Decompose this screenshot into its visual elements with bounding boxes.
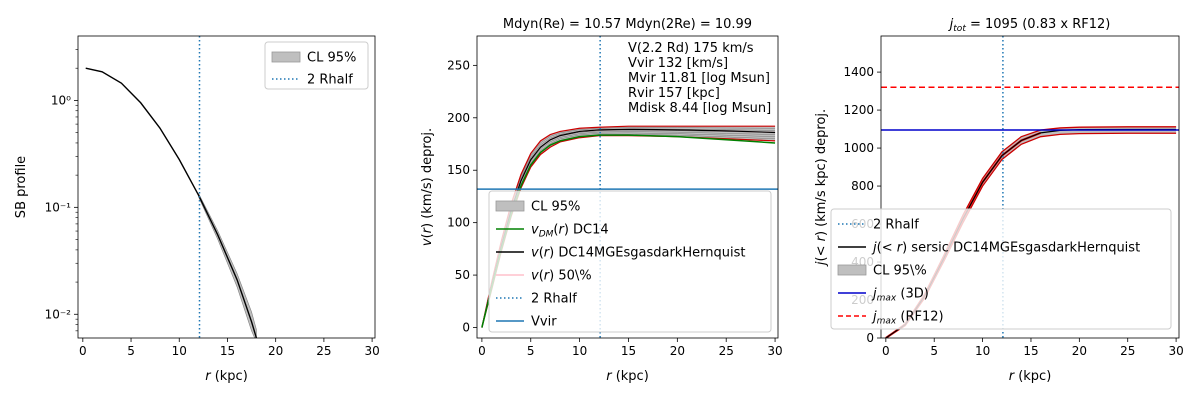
x-tick-label: 25	[1120, 344, 1135, 358]
annotation-text: Rvir 157 [kpc]	[628, 86, 720, 101]
legend-label: 2 Rhalf	[873, 218, 919, 233]
y-tick-label: 10⁰	[51, 93, 71, 107]
x-tick-label: 20	[670, 344, 685, 358]
x-tick-label: 25	[316, 344, 331, 358]
axes-frame	[476, 35, 779, 339]
y-tick-label: 10⁻²	[45, 307, 72, 321]
legend-label: jmax (RF12)	[871, 310, 944, 327]
axes-frame	[77, 35, 376, 339]
legend-label: j(< r) sersic DC14MGEsgasdarkHernquist	[871, 241, 1140, 256]
x-tick-label: 30	[1168, 344, 1183, 358]
y-tick-label: 0	[866, 331, 874, 345]
y-tick-label: 1000	[843, 141, 874, 155]
x-tick-label: 5	[930, 344, 938, 358]
legend-label: 2 Rhalf	[531, 292, 577, 307]
y-tick-label: 800	[851, 179, 874, 193]
legend-box	[488, 190, 772, 333]
legend-label: v(r) 50\%	[531, 269, 592, 284]
x-axis-label: r (kpc)	[205, 369, 248, 384]
x-tick-label: 10	[572, 344, 587, 358]
panel-title: jtot = 1095 (0.83 x RF12)	[948, 17, 1111, 34]
x-tick-label: 20	[1072, 344, 1087, 358]
sb-profile-line	[85, 67, 258, 338]
x-tick-label: 10	[172, 344, 187, 358]
legend-swatch-band	[837, 264, 867, 276]
x-tick-label: 15	[220, 344, 235, 358]
x-tick-label: 15	[1023, 344, 1038, 358]
annotation-text: Mvir 11.81 [log Msun]	[628, 71, 770, 86]
x-tick-label: 20	[268, 344, 283, 358]
annotation-text: Mdisk 8.44 [log Msun]	[628, 101, 771, 116]
plot-area-sb	[85, 36, 258, 338]
panel-velocity: 0 5 10 15 20 25 30 0 50 100 150 200 250 Mdyn(Re) = 10…	[420, 17, 783, 384]
x-tick-label: 30	[364, 344, 379, 358]
legend-label: CL 95\%	[873, 264, 927, 279]
cl-band	[198, 193, 257, 338]
y-tick-label: 1400	[843, 65, 874, 79]
x-tick-label: 0	[478, 344, 486, 358]
y-axis-label: SB profile	[14, 156, 29, 218]
x-tick-label: 0	[79, 344, 87, 358]
panel-sb-profile: 0 5 10 15 20 25 30 10⁰ 10⁻¹ 10⁻² r (kpc) SB profile…	[14, 35, 380, 384]
annotation-text: V(2.2 Rd) 175 km/s	[628, 41, 754, 56]
y-tick-label: 100	[447, 216, 470, 230]
y-axis-label: v(r) (km/s) deproj.	[420, 128, 435, 246]
x-tick-label: 0	[882, 344, 890, 358]
y-tick-label: 50	[455, 268, 470, 282]
x-axis-label: r (kpc)	[606, 369, 649, 384]
x-tick-label: 5	[527, 344, 535, 358]
legend-label: CL 95%	[307, 51, 356, 66]
x-tick-label: 30	[767, 344, 782, 358]
y-tick-label: 200	[447, 111, 470, 125]
annotation-text: Vvir 132 [km/s]	[628, 56, 728, 71]
y-tick-label: 10⁻¹	[45, 200, 72, 214]
x-tick-label: 15	[621, 344, 636, 358]
legend-swatch-band	[271, 51, 301, 63]
legend-swatch-band	[495, 200, 525, 212]
legend-box	[830, 208, 1172, 330]
legend-label: 2 Rhalf	[307, 73, 353, 88]
legend-label: v(r) DC14MGEsgasdarkHernquist	[531, 246, 745, 261]
legend-label: vDM(r) DC14	[531, 223, 609, 240]
y-tick-label: 0	[462, 321, 470, 335]
y-tick-label: 250	[447, 58, 470, 72]
legend-label: CL 95%	[531, 200, 580, 215]
x-tick-label: 25	[719, 344, 734, 358]
y-axis-label: j(< r) (km/s kpc) deproj.	[814, 109, 829, 267]
y-tick-label: 150	[447, 163, 470, 177]
panel-title: Mdyn(Re) = 10.57 Mdyn(2Re) = 10.99	[503, 17, 752, 32]
axes-frame	[880, 35, 1180, 339]
x-tick-label: 5	[127, 344, 135, 358]
x-tick-label: 10	[975, 344, 990, 358]
y-tick-label: 1200	[843, 103, 874, 117]
legend-label: jmax (3D)	[871, 287, 929, 304]
panel-jtot: 0510152025300200400600800100012001400jto…	[814, 17, 1184, 384]
legend-label: Vvir	[531, 315, 557, 330]
x-axis-label: r (kpc)	[1009, 369, 1052, 384]
